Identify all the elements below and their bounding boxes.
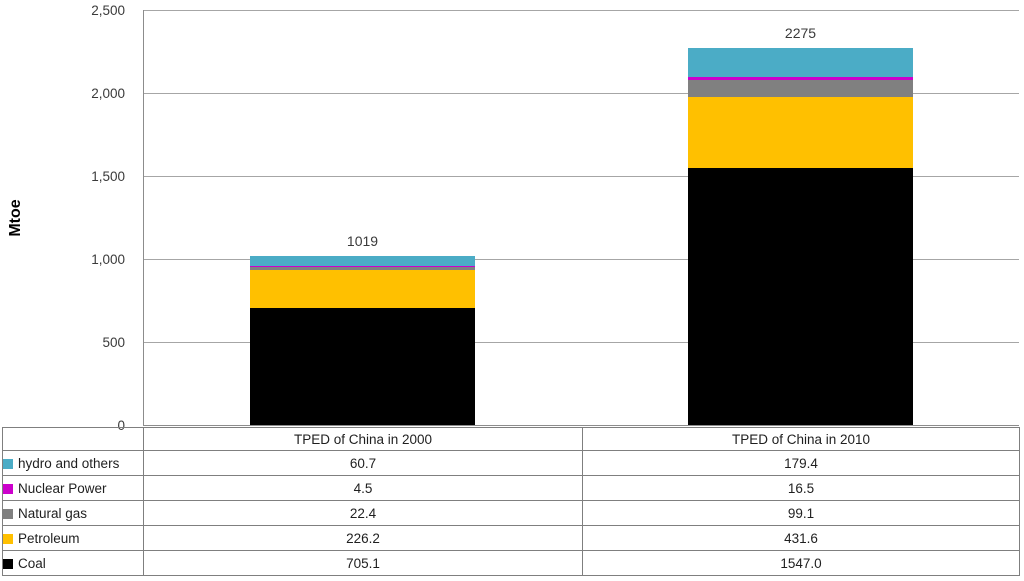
legend-cell: Nuclear Power (2, 475, 144, 501)
y-tick-label: 1,000 (91, 252, 125, 267)
petroleum-swatch-icon (3, 533, 13, 544)
plot-area: 0 500 1,000 1,500 2,000 2,500 1019 2275 (91, 3, 1019, 433)
data-table: TPED of China in 2000 TPED of China in 2… (2, 427, 1020, 576)
x-axis-line (143, 425, 1019, 426)
value-cell: 179.4 (582, 450, 1020, 476)
bar-segment-coal (688, 168, 913, 425)
bar-segment-natural-gas (250, 266, 475, 271)
bar-segment-nuclear-power (250, 265, 475, 267)
table-row-natural-gas: Natural gas 22.4 99.1 (2, 500, 1020, 526)
value-cell: 16.5 (582, 475, 1020, 501)
bar-segment-coal (250, 307, 475, 425)
category-header-2010: TPED of China in 2010 (582, 427, 1020, 451)
table-row-coal: Coal 705.1 1547.0 (2, 550, 1020, 576)
bar-segment-petroleum (688, 96, 913, 169)
value-cell: 431.6 (582, 525, 1020, 551)
series-label: Petroleum (18, 530, 80, 546)
value-cell: 705.1 (143, 550, 583, 576)
nuclear-swatch-icon (3, 483, 13, 494)
table-row-nuclear-power: Nuclear Power 4.5 16.5 (2, 475, 1020, 501)
series-label: Nuclear Power (18, 480, 107, 496)
value-cell: 226.2 (143, 525, 583, 551)
y-tick-label: 2,500 (91, 3, 125, 18)
bar-segment-nuclear-power (688, 77, 913, 81)
bar-segment-natural-gas (688, 80, 913, 97)
gridline (143, 9, 1019, 11)
bar-segment-hydro-and-others (250, 255, 475, 266)
bar-segment-petroleum (250, 270, 475, 308)
value-cell: 22.4 (143, 500, 583, 526)
coal-swatch-icon (3, 558, 13, 569)
y-axis-line (143, 10, 144, 425)
gridline (143, 341, 1019, 343)
value-cell: 60.7 (143, 450, 583, 476)
y-tick-label: 2,000 (91, 86, 125, 101)
bar-total-label: 1019 (346, 232, 379, 249)
table-corner-cell (2, 427, 144, 451)
value-cell: 4.5 (143, 475, 583, 501)
y-tick-label: 1,500 (91, 169, 125, 184)
legend-cell: Coal (2, 550, 144, 576)
table-row-petroleum: Petroleum 226.2 431.6 (2, 525, 1020, 551)
gridline (143, 175, 1019, 177)
natural-gas-swatch-icon (3, 508, 13, 519)
legend-cell: hydro and others (2, 450, 144, 476)
series-label: hydro and others (18, 455, 120, 471)
value-cell: 99.1 (582, 500, 1020, 526)
y-tick-label: 500 (102, 335, 125, 350)
table-row-hydro-and-others: hydro and others 60.7 179.4 (2, 450, 1020, 476)
gridline (143, 92, 1019, 94)
legend-cell: Natural gas (2, 500, 144, 526)
table-header-row: TPED of China in 2000 TPED of China in 2… (2, 427, 1020, 451)
hydro-swatch-icon (3, 458, 13, 469)
series-label: Natural gas (18, 505, 88, 521)
legend-cell: Petroleum (2, 525, 144, 551)
bar-segment-hydro-and-others (688, 47, 913, 78)
value-cell: 1547.0 (582, 550, 1020, 576)
bar-total-label: 2275 (784, 24, 817, 41)
category-header-2000: TPED of China in 2000 (143, 427, 583, 451)
y-tick-label: 0 (117, 418, 125, 433)
series-label: Coal (18, 555, 46, 571)
gridline (143, 258, 1019, 260)
